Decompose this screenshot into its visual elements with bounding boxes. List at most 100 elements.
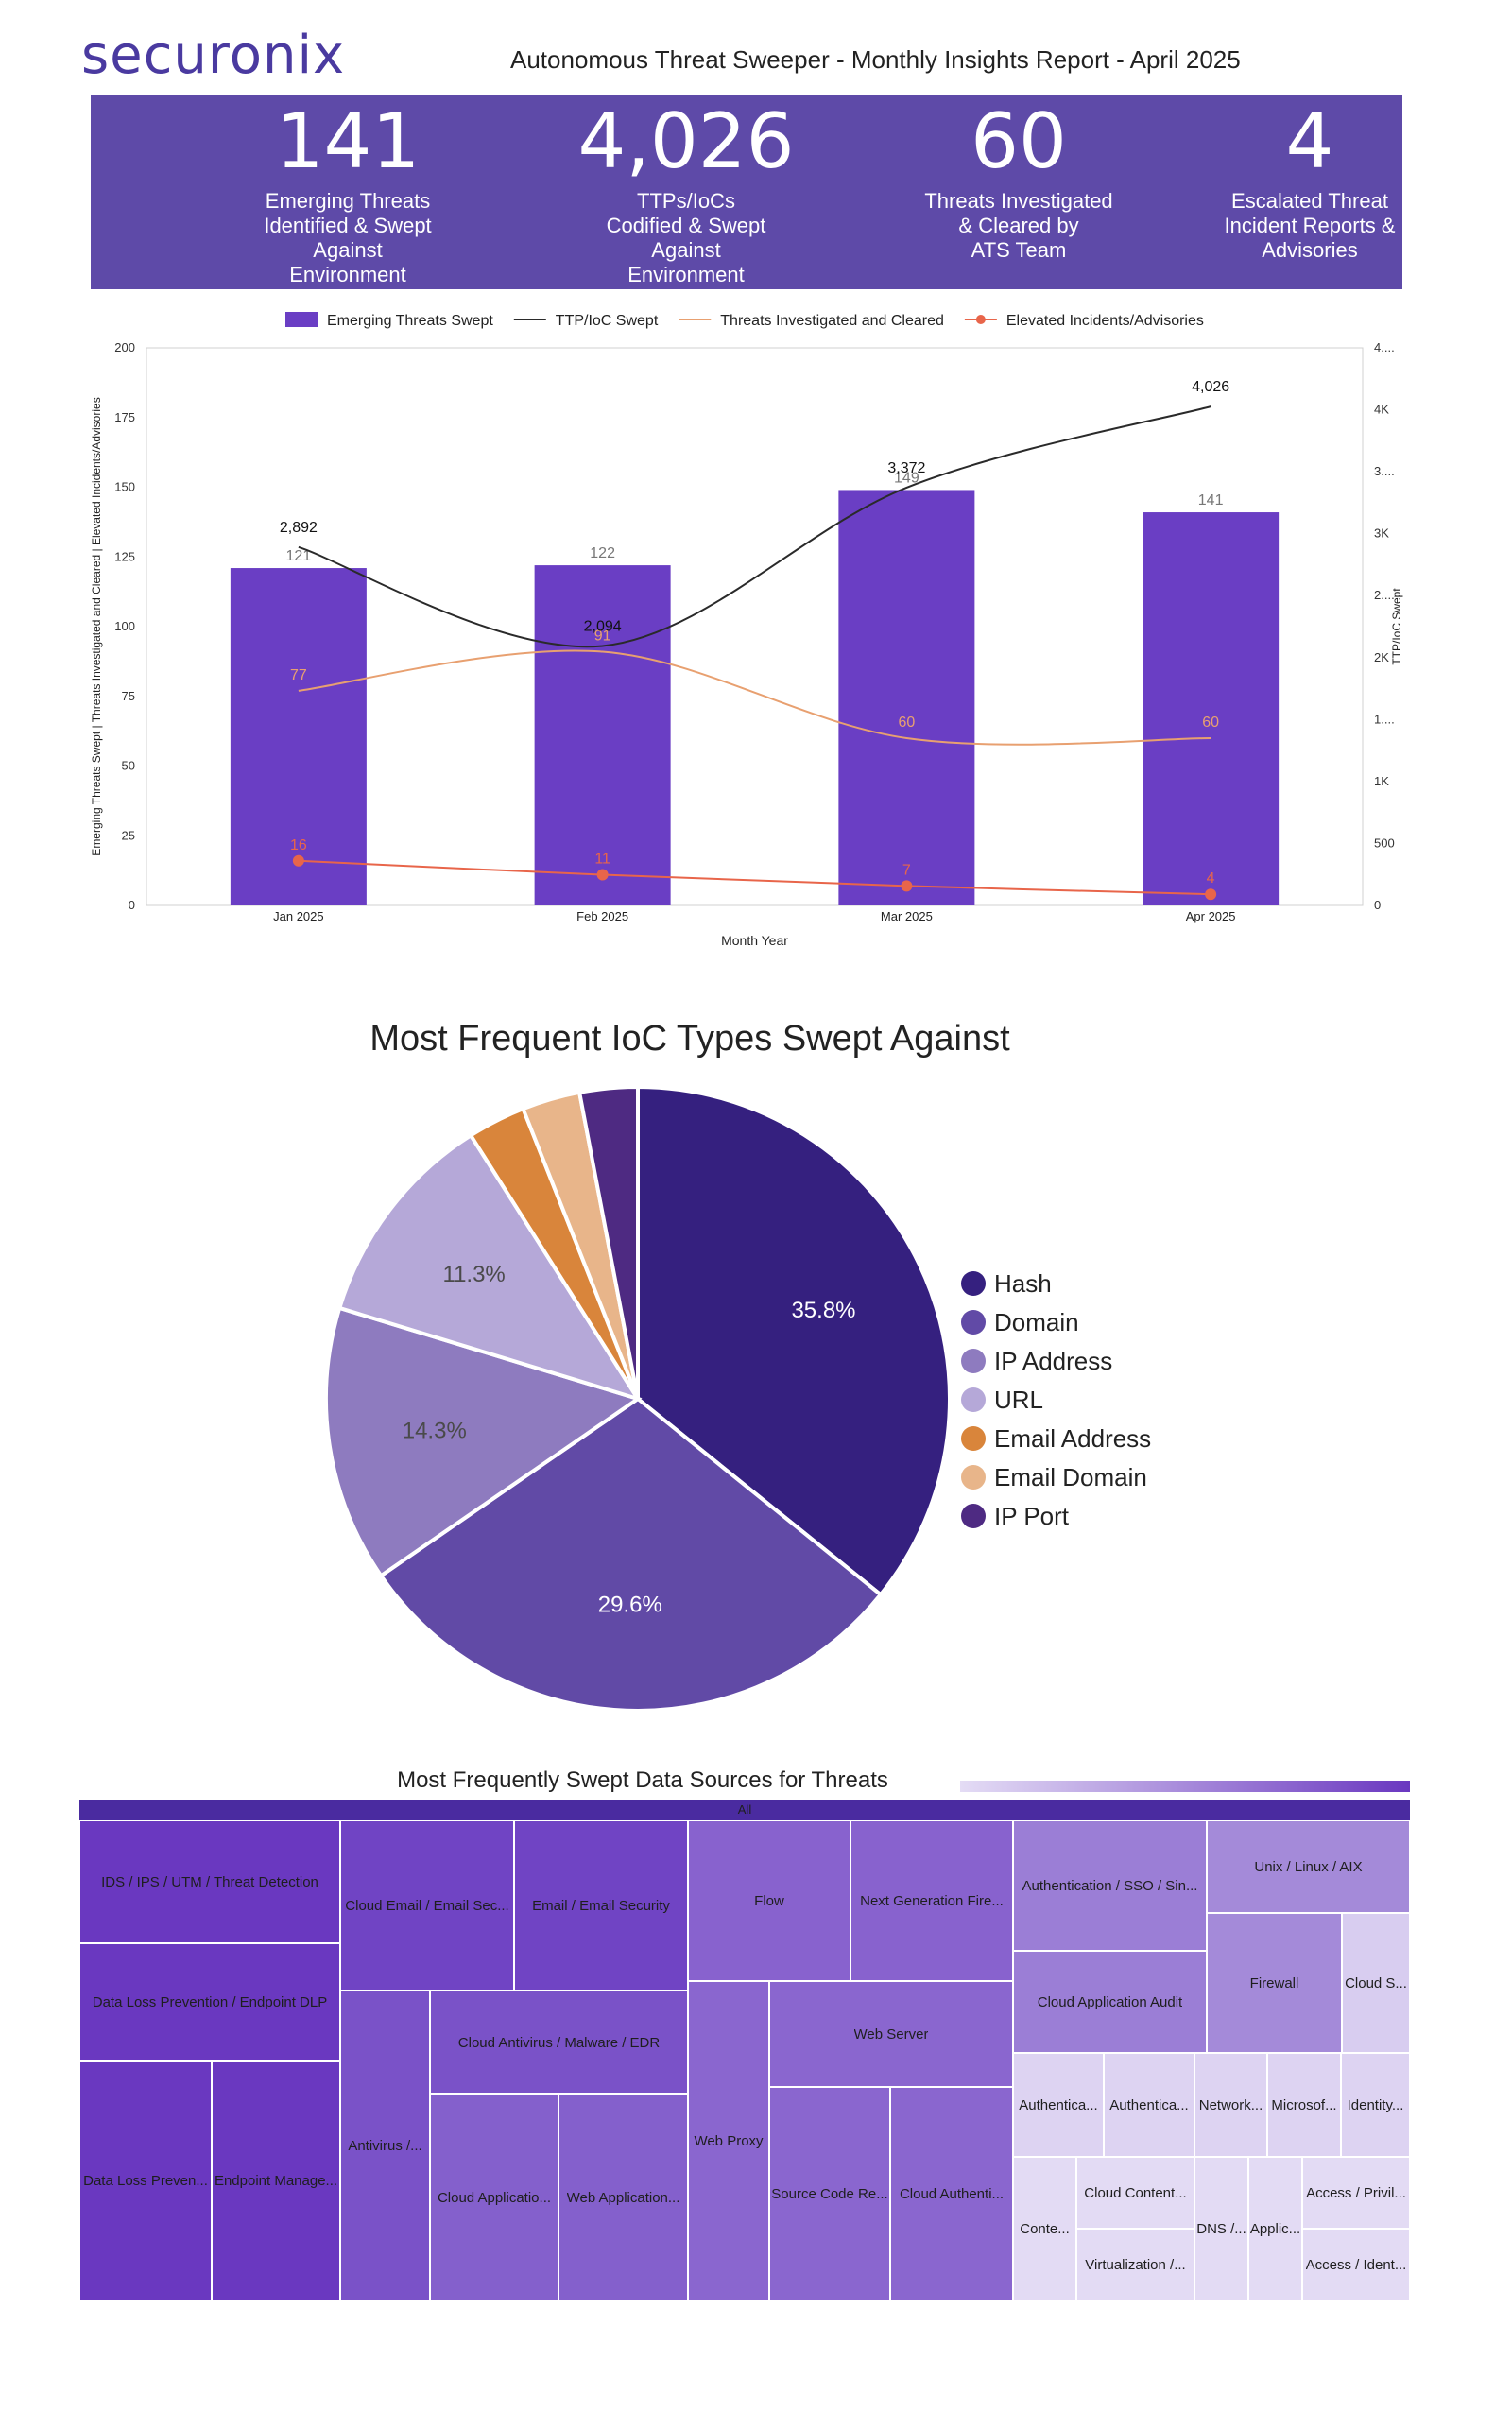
treemap-cell-label: Applic...	[1249, 2220, 1301, 2237]
y2-tick-label: 3K	[1374, 526, 1389, 541]
bar-data-label: 149	[894, 470, 919, 486]
plot-frame	[146, 347, 1364, 906]
elevated-data-label: 7	[902, 862, 911, 878]
treemap-cell-label: DNS /...	[1196, 2220, 1246, 2237]
treemap-cell-label: Conte...	[1020, 2220, 1070, 2237]
y-axis-title: Emerging Threats Swept | Threats Investi…	[90, 397, 103, 855]
pie-legend-swatch	[961, 1310, 986, 1335]
kpi-label: Threats Investigated & Cleared by ATS Te…	[924, 189, 1113, 262]
pie-legend-label: IP Port	[994, 1502, 1070, 1530]
line-elevated-incidents	[298, 859, 1211, 896]
treemap-cell: IDS / IPS / UTM / Threat Detection	[79, 1820, 340, 1943]
treemap-cell-label: Microsof...	[1271, 2096, 1337, 2113]
y2-tick-label: 1K	[1374, 774, 1389, 788]
elevated-marker	[596, 869, 609, 881]
treemap-cell-label: Source Code Re...	[771, 2185, 888, 2202]
kpi-value: 141	[275, 97, 421, 185]
y-tick-label: 125	[114, 549, 135, 563]
treemap-cell: Data Loss Prevention / Endpoint DLP	[79, 1943, 340, 2061]
treemap-cell-label: Cloud Content...	[1084, 2184, 1187, 2201]
treemap-cell-label: Authentication / SSO / Sin...	[1022, 1877, 1198, 1894]
pie-slice-label: 29.6%	[598, 1593, 662, 1618]
elevated-data-label: 4	[1207, 870, 1215, 887]
treemap-cell: DNS /...	[1194, 2157, 1248, 2300]
treemap-cell-label: Virtualization /...	[1085, 2256, 1186, 2273]
ttp-data-label: 4,026	[1192, 379, 1229, 395]
treemap-cell-label: Next Generation Fire...	[860, 1892, 1004, 1909]
y2-tick-label: 3....	[1374, 464, 1395, 478]
legend-label: Threats Investigated and Cleared	[720, 313, 944, 329]
treemap-cell-label: Data Loss Preven...	[83, 2173, 208, 2189]
pie-legend-label: Domain	[994, 1308, 1079, 1336]
monthly-combo-chart: Emerging Threats Swept TTP/IoC Swept Threa…	[90, 312, 1403, 948]
legend-label: Elevated Incidents/Advisories	[1006, 313, 1204, 329]
data-sources-treemap: All IDS / IPS / UTM / Threat Detection Da…	[79, 1800, 1410, 2300]
elevated-marker	[1205, 888, 1217, 901]
y2-axis-title: TTP/IoC Swept	[1390, 588, 1403, 665]
treemap-cell: Access / Privil...	[1302, 2157, 1410, 2229]
treemap-cell-label: Flow	[754, 1892, 784, 1909]
pie-legend-label: URL	[994, 1386, 1043, 1414]
bar-emerging-threats	[1143, 512, 1280, 905]
treemap-cell: Cloud Antivirus / Malware / EDR	[430, 1990, 688, 2094]
treemap-cell: Network...	[1194, 2053, 1267, 2157]
treemap-title: Most Frequently Swept Data Sources for T…	[397, 1767, 888, 1793]
treemap-cell-label: Email / Email Security	[532, 1897, 670, 1914]
treemap-cell: Flow	[688, 1820, 850, 1981]
x-tick-label: Mar 2025	[881, 909, 933, 923]
bar-data-label: 121	[286, 548, 312, 564]
investigated-data-label: 60	[898, 715, 915, 731]
ioc-pie-title: Most Frequent IoC Types Swept Against	[369, 1019, 1010, 1059]
treemap-cell-label: Cloud S...	[1345, 1974, 1407, 1991]
treemap-cell-label: Firewall	[1249, 1974, 1299, 1991]
treemap-cell: Firewall	[1207, 1913, 1342, 2053]
treemap-cell: Authentica...	[1104, 2053, 1194, 2157]
pie-legend-swatch	[961, 1504, 986, 1528]
treemap-cell-label: Endpoint Manage...	[214, 2173, 338, 2189]
y-tick-label: 175	[114, 410, 135, 424]
kpi-value: 4,026	[577, 97, 795, 185]
x-tick-label: Jan 2025	[273, 909, 324, 923]
treemap-cell-label: Cloud Applicatio...	[437, 2189, 552, 2206]
bar-emerging-threats	[534, 565, 671, 905]
y-tick-label: 50	[122, 759, 135, 773]
treemap-cell: Data Loss Preven...	[79, 2061, 212, 2300]
securonix-logo: securonix	[81, 25, 346, 86]
investigated-data-label: 77	[290, 667, 307, 683]
pie-slice	[636, 1084, 952, 1597]
elevated-marker	[292, 854, 304, 867]
treemap-cell-label: Authentica...	[1109, 2096, 1189, 2113]
pie-legend-label: Hash	[994, 1269, 1052, 1298]
pie-legend-swatch	[961, 1426, 986, 1451]
kpi-threats-investigated: 60 Threats Investigated & Cleared by ATS…	[896, 95, 1142, 263]
y2-tick-label: 2K	[1374, 650, 1389, 664]
treemap-cell: Web Server	[769, 1981, 1013, 2087]
treemap-cell-label: Cloud Authenti...	[899, 2185, 1005, 2202]
treemap-cell-label: Access / Privil...	[1306, 2184, 1406, 2201]
pie-slice-label: 11.3%	[443, 1262, 506, 1287]
investigated-data-label: 91	[594, 629, 611, 645]
elevated-data-label: 11	[594, 852, 610, 868]
investigated-data-label: 60	[1202, 715, 1219, 731]
pie-slice	[576, 1084, 640, 1400]
pie-slice-label: 35.8%	[791, 1298, 855, 1323]
treemap-cell: Antivirus /...	[340, 1990, 430, 2300]
treemap-cell: Source Code Re...	[769, 2087, 890, 2300]
y2-tick-label: 0	[1374, 898, 1381, 912]
x-axis-title: Month Year	[721, 933, 788, 948]
treemap-cell-label: Antivirus /...	[348, 2137, 422, 2154]
ttp-data-label: 2,892	[280, 520, 318, 536]
treemap-cell: Next Generation Fire...	[850, 1820, 1013, 1981]
treemap-cell: Authentica...	[1013, 2053, 1104, 2157]
pie-slice	[378, 1396, 884, 1713]
treemap-cell-label: Web Proxy	[694, 2132, 764, 2149]
treemap-cell: Unix / Linux / AIX	[1207, 1820, 1410, 1913]
x-tick-label: Apr 2025	[1186, 909, 1236, 923]
y2-tick-label: 500	[1374, 836, 1395, 850]
treemap-cell: Cloud Authenti...	[890, 2087, 1013, 2300]
treemap-cell: Cloud Content...	[1076, 2157, 1194, 2229]
pie-legend-swatch	[961, 1465, 986, 1490]
y2-tick-label: 2....	[1374, 588, 1395, 602]
treemap-cell-label: Cloud Application Audit	[1037, 1993, 1183, 2010]
treemap-gradient-legend	[960, 1781, 1410, 1792]
